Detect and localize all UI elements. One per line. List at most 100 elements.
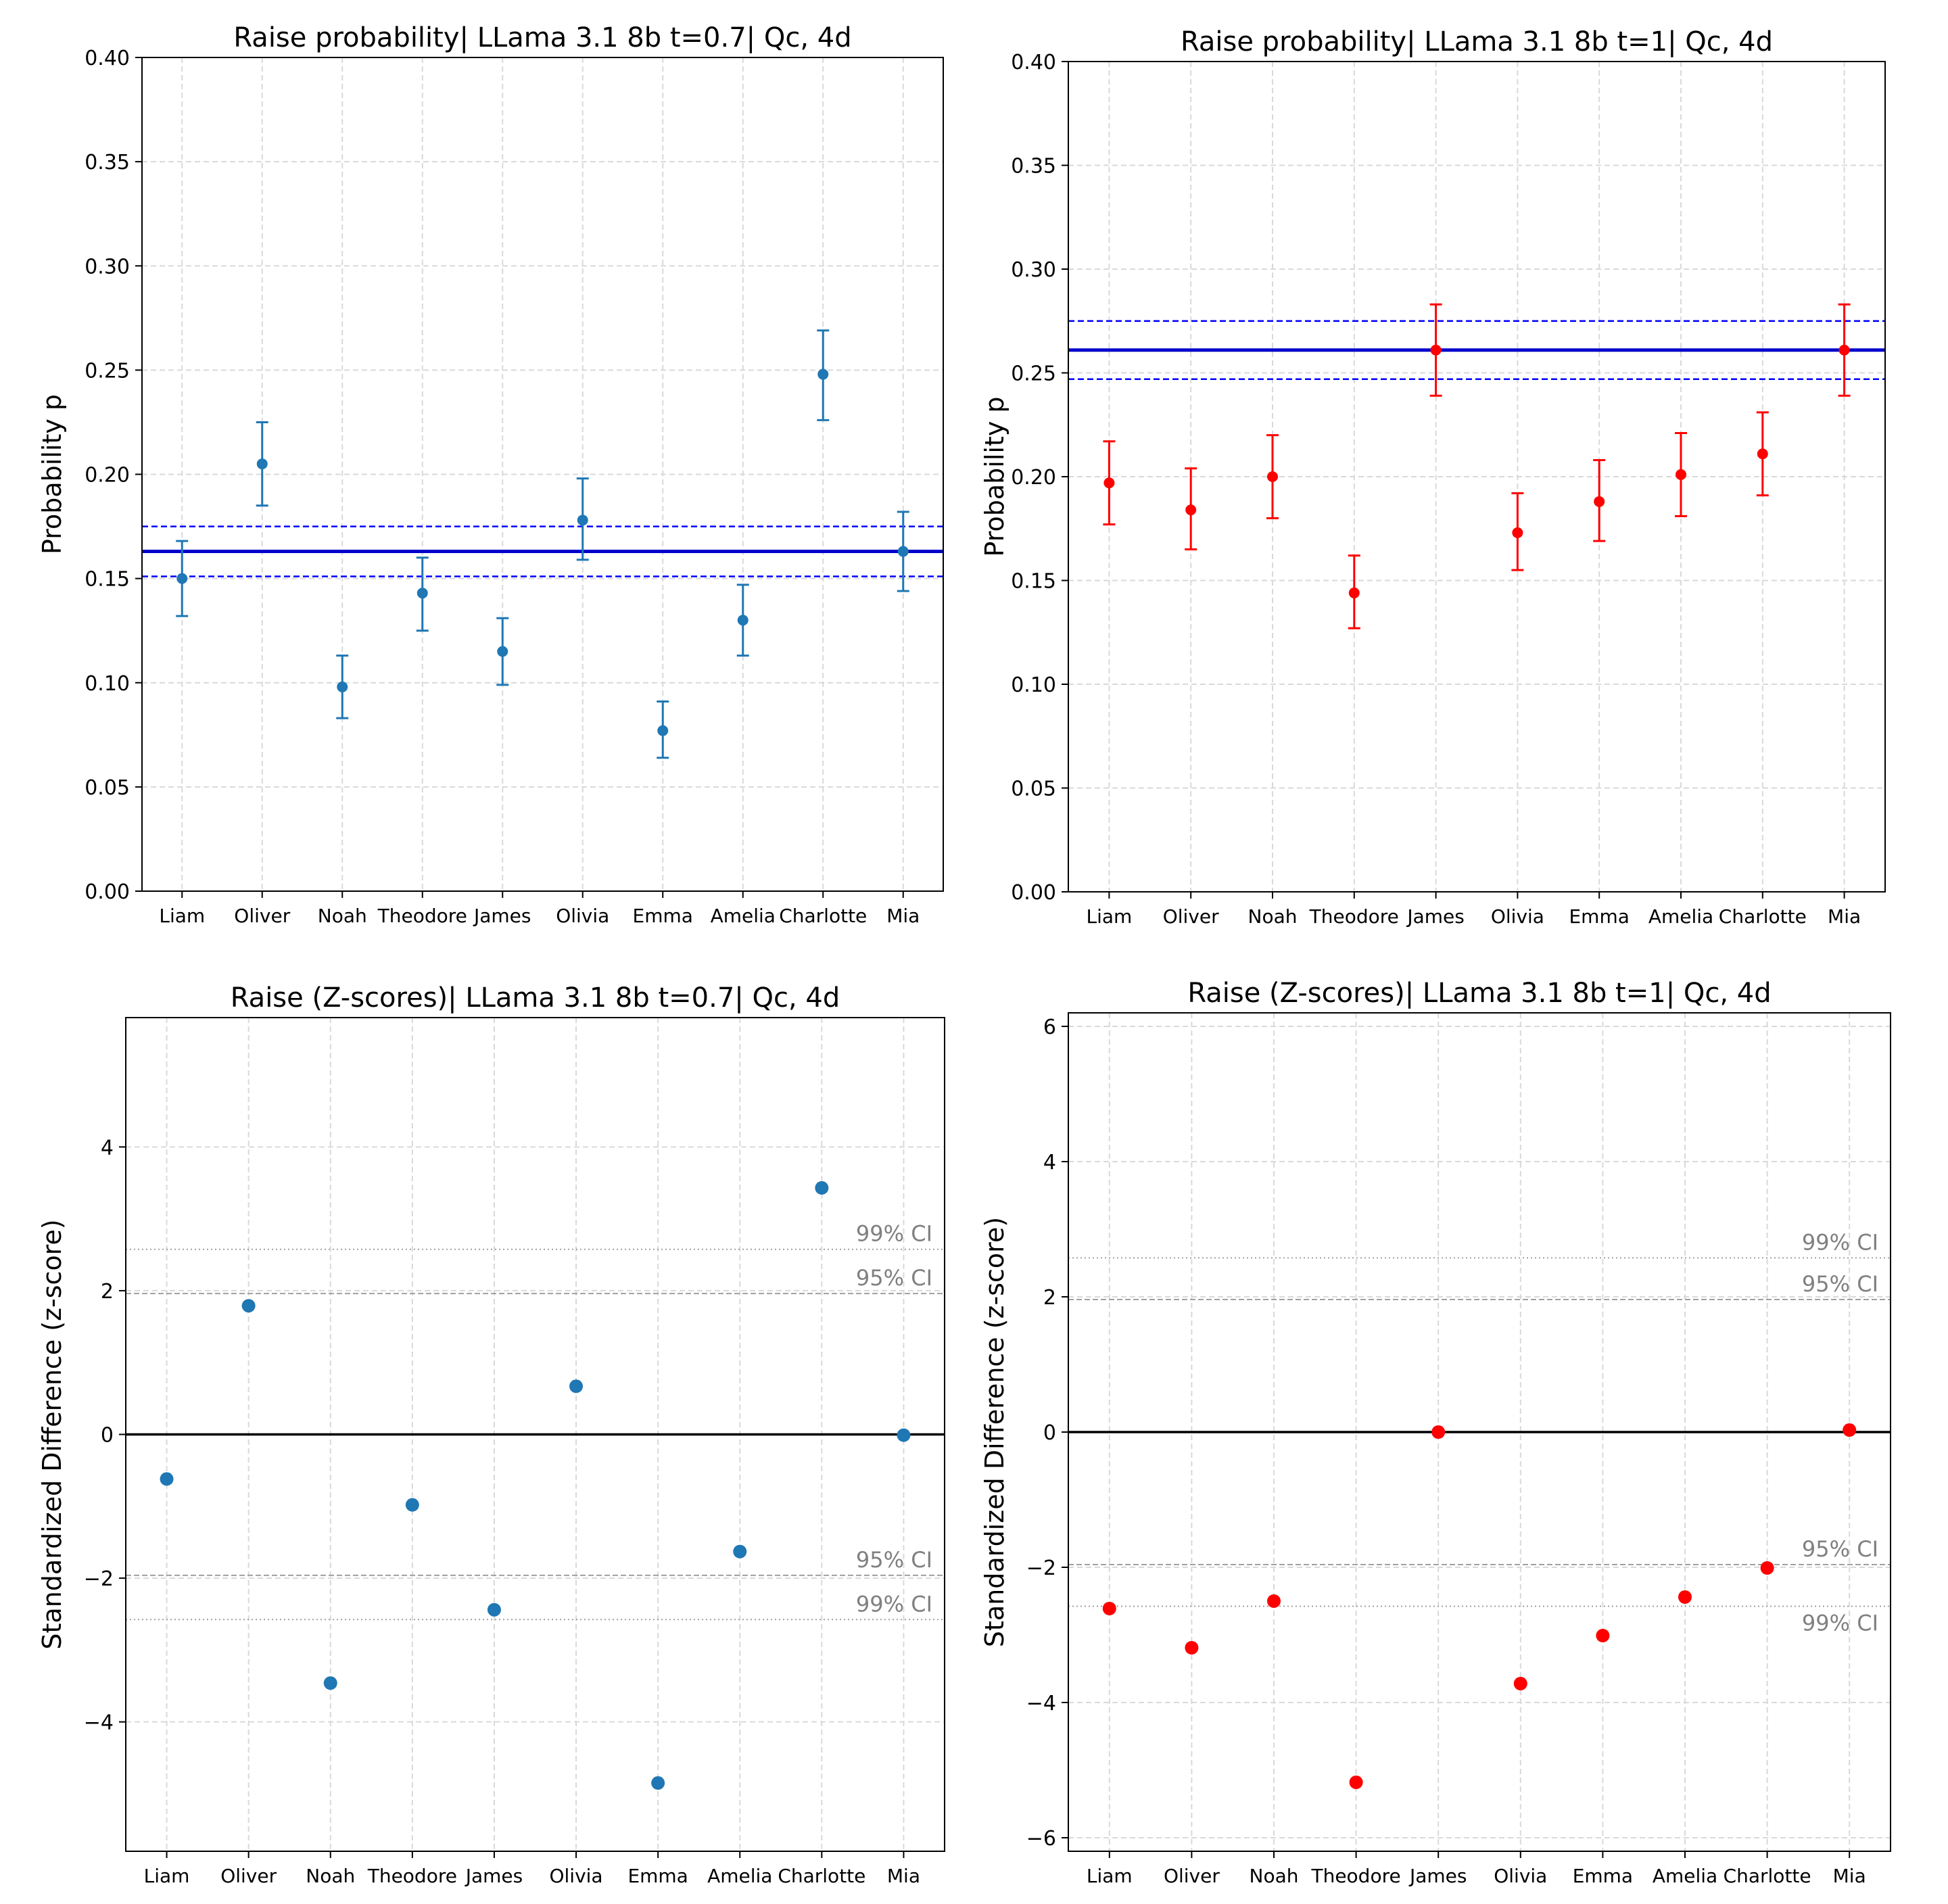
- y-tick-label: −4: [1026, 1692, 1056, 1715]
- ci-label: 95% CI: [1802, 1271, 1878, 1297]
- data-point-james: [1431, 1425, 1446, 1439]
- data-point-mia: [897, 546, 909, 557]
- y-tick-label: 0.15: [1011, 570, 1056, 594]
- data-point-noah: [1267, 471, 1278, 482]
- x-tick-label: Liam: [144, 1865, 190, 1887]
- x-tick-label: Mia: [1833, 1865, 1866, 1887]
- data-point-emma: [1596, 1629, 1610, 1642]
- y-tick-label: 0.20: [85, 464, 130, 487]
- data-point-oliver: [241, 1299, 256, 1313]
- x-tick-label: James: [1408, 1865, 1467, 1887]
- data-point-charlotte: [1760, 1561, 1774, 1575]
- data-point-olivia: [569, 1379, 584, 1394]
- chart-title: Raise probability| LLama 3.1 8b t=0.7| Q…: [233, 22, 851, 53]
- data-point-olivia: [577, 515, 588, 526]
- x-tick-label: Liam: [1087, 1865, 1133, 1887]
- data-point-noah: [323, 1676, 337, 1690]
- x-tick-label: Liam: [159, 905, 205, 927]
- data-point-liam: [160, 1472, 174, 1486]
- y-tick-label: 4: [1043, 1151, 1056, 1174]
- data-point-amelia: [1676, 469, 1686, 480]
- chart-2: 0.00 0.05 0.10 0.15 0.20 0.25 0.30 0.35 0.40 Liam…: [980, 26, 1886, 928]
- y-tick-label: 0.40: [85, 47, 130, 70]
- y-tick-label: 0: [101, 1424, 114, 1448]
- y-tick-label: −6: [1026, 1827, 1056, 1851]
- chart-3: 99% CI 95% CI 95% CI 99% CI −4 −2 0 2 4 Liam Olive…: [37, 982, 945, 1887]
- ci-label: 99% CI: [856, 1221, 932, 1247]
- y-tick-label: 0.30: [85, 255, 130, 279]
- data-point-amelia: [737, 615, 749, 626]
- y-tick-label: 0.35: [85, 151, 130, 174]
- data-point-emma: [651, 1776, 665, 1790]
- x-tick-label: Mia: [887, 1865, 920, 1887]
- data-point-emma: [1594, 496, 1605, 507]
- y-tick-label: 2: [101, 1280, 114, 1304]
- y-tick-label: −4: [84, 1711, 114, 1735]
- x-tick-label: Charlotte: [779, 905, 867, 927]
- y-tick-label: 0.25: [1011, 362, 1056, 386]
- y-tick-label: 6: [1043, 1016, 1056, 1039]
- ci-label: 95% CI: [856, 1547, 932, 1573]
- ci-label: 99% CI: [1802, 1611, 1878, 1636]
- x-tick-label: Olivia: [1491, 905, 1544, 928]
- y-tick-label: 0.05: [85, 776, 130, 800]
- data-point-noah: [1267, 1594, 1281, 1608]
- x-tick-label: Charlotte: [1719, 905, 1807, 928]
- data-point-oliver: [256, 458, 268, 470]
- y-tick-label: −2: [84, 1567, 114, 1591]
- x-tick-label: Oliver: [220, 1865, 277, 1887]
- data-point-theodore: [405, 1498, 419, 1512]
- y-axis-label: Standardized Difference (z-score): [37, 1219, 67, 1649]
- ci-label: 99% CI: [1802, 1229, 1878, 1255]
- x-tick-label: Noah: [1248, 905, 1298, 928]
- data-point-theodore: [417, 588, 428, 599]
- data-point-mia: [897, 1428, 911, 1442]
- y-tick-label: 0.05: [1011, 778, 1056, 801]
- y-tick-label: 2: [1043, 1286, 1056, 1310]
- y-tick-label: 0.15: [85, 568, 130, 592]
- x-tick-label: Oliver: [234, 905, 290, 927]
- data-point-noah: [337, 681, 348, 692]
- y-tick-label: 0.40: [1011, 51, 1056, 74]
- data-point-james: [1430, 344, 1442, 356]
- data-point-charlotte: [815, 1181, 829, 1195]
- y-tick-label: 0.00: [85, 880, 130, 904]
- data-point-theodore: [1348, 587, 1360, 598]
- x-tick-label: Theodore: [367, 1865, 457, 1887]
- x-tick-label: Amelia: [707, 1865, 772, 1887]
- x-tick-label: Emma: [1569, 905, 1629, 928]
- data-point-liam: [1103, 477, 1115, 489]
- y-tick-label: 4: [101, 1136, 114, 1160]
- y-tick-label: 0.00: [1011, 881, 1056, 905]
- data-point-james: [487, 1602, 501, 1617]
- x-tick-label: Emma: [1573, 1865, 1633, 1887]
- x-tick-label: Olivia: [556, 905, 609, 927]
- data-point-liam: [1102, 1602, 1116, 1615]
- data-point-theodore: [1349, 1776, 1363, 1789]
- x-tick-label: Emma: [627, 1865, 688, 1887]
- x-tick-label: Noah: [306, 1865, 355, 1887]
- x-tick-label: Liam: [1086, 905, 1132, 928]
- ci-label: 99% CI: [856, 1591, 932, 1617]
- y-tick-label: 0.30: [1011, 258, 1056, 282]
- y-tick-label: 0: [1043, 1421, 1056, 1445]
- x-tick-label: Olivia: [1494, 1865, 1547, 1887]
- x-tick-label: James: [465, 1865, 523, 1887]
- x-tick-label: Oliver: [1163, 905, 1219, 928]
- y-tick-label: 0.10: [1011, 673, 1056, 697]
- x-tick-label: Oliver: [1164, 1865, 1220, 1887]
- y-tick-label: 0.10: [85, 672, 130, 696]
- chart-title: Raise (Z-scores)| LLama 3.1 8b t=1| Qc, …: [1187, 978, 1771, 1009]
- y-axis-label: Probability p: [37, 394, 67, 554]
- x-tick-label: Theodore: [377, 905, 467, 927]
- chart-4: 99% CI 95% CI 95% CI 99% CI −6 −4 −2 0 2 4 6 Liam Ol…: [980, 978, 1891, 1887]
- data-point-oliver: [1185, 1641, 1199, 1655]
- x-tick-label: Charlotte: [1724, 1865, 1811, 1887]
- data-point-amelia: [733, 1544, 747, 1558]
- data-point-oliver: [1185, 504, 1197, 516]
- x-tick-label: Amelia: [1648, 905, 1713, 928]
- x-tick-label: James: [1406, 905, 1465, 928]
- y-tick-label: 0.25: [85, 359, 130, 383]
- x-tick-label: Mia: [886, 905, 920, 927]
